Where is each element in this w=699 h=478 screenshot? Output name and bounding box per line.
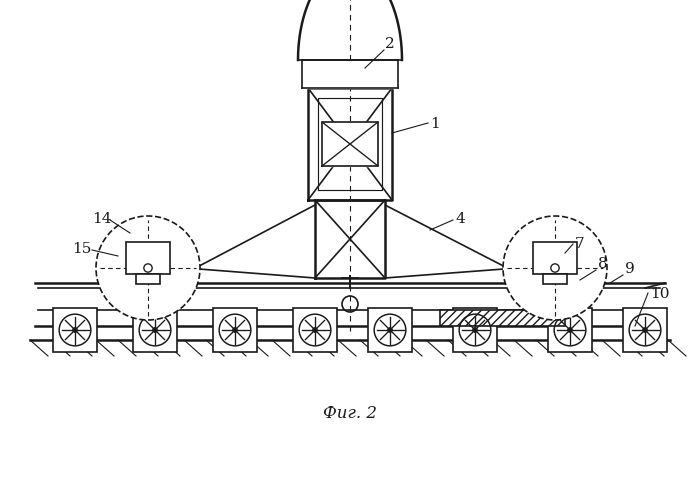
Bar [213,308,257,352]
Bar [623,308,667,352]
Polygon shape [30,340,670,358]
Text: 15: 15 [72,242,92,256]
Circle shape [551,264,559,272]
Circle shape [387,327,393,333]
Circle shape [503,216,607,320]
Polygon shape [322,122,378,166]
Bar [453,308,497,352]
Circle shape [73,327,78,333]
Text: 14: 14 [92,212,112,226]
Bar [533,242,577,274]
Text: 4: 4 [455,212,465,226]
Circle shape [144,264,152,272]
Bar [440,310,565,326]
Circle shape [233,327,238,333]
Bar [543,274,567,284]
Text: 10: 10 [650,287,670,301]
Text: 2: 2 [385,37,395,51]
Text: 7: 7 [575,237,584,251]
Bar [53,308,97,352]
Text: Фиг. 2: Фиг. 2 [323,405,377,422]
Bar [133,308,177,352]
Bar [368,308,412,352]
Polygon shape [315,200,385,278]
Bar [293,308,337,352]
Circle shape [152,327,157,333]
Circle shape [473,327,477,333]
Polygon shape [298,0,402,60]
Polygon shape [35,283,665,326]
Polygon shape [308,88,392,200]
Circle shape [96,216,200,320]
Text: 1: 1 [430,117,440,131]
Text: 9: 9 [625,262,635,276]
Circle shape [568,327,572,333]
Bar [548,308,592,352]
Text: 8: 8 [598,257,607,271]
Circle shape [642,327,647,333]
Polygon shape [302,60,398,88]
Bar [136,274,160,284]
Bar [126,242,170,274]
Circle shape [312,327,317,333]
